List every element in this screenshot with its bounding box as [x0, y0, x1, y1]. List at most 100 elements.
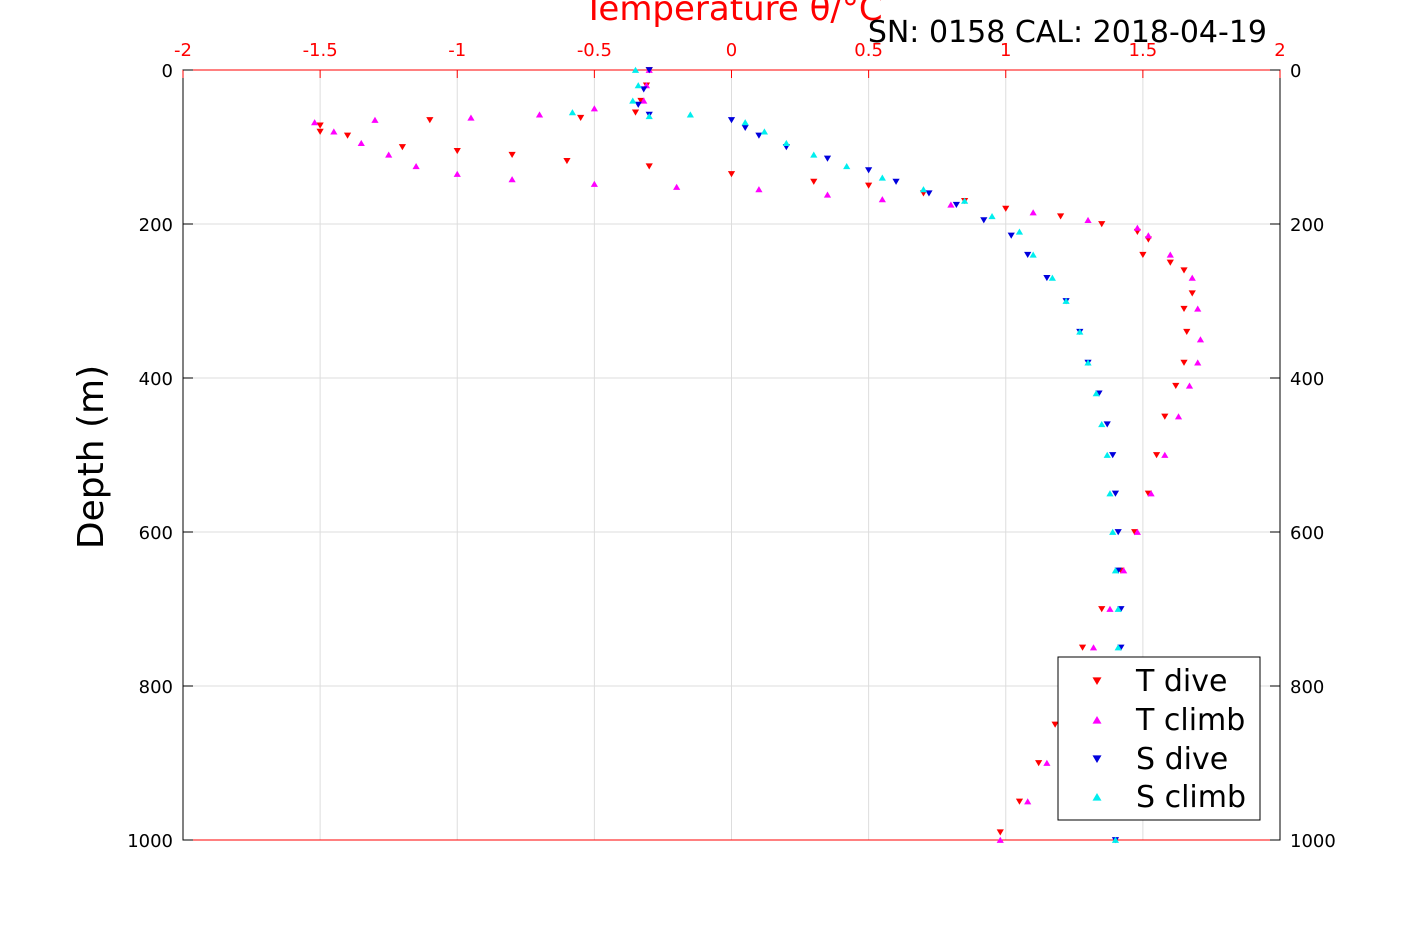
y-tick-labels-right: 0 200 400 600 800 1000 — [1270, 61, 1336, 852]
data-point — [568, 109, 577, 116]
data-point — [590, 180, 598, 187]
data-point — [1172, 382, 1180, 389]
y-tick-label-right: 200 — [1290, 215, 1324, 236]
data-point — [1174, 413, 1183, 420]
data-point — [1166, 259, 1174, 266]
data-point — [1111, 567, 1120, 574]
series-t-dive — [316, 67, 1196, 836]
data-point — [1109, 452, 1117, 459]
legend-marker — [1092, 677, 1102, 686]
data-point — [1180, 267, 1188, 274]
data-point — [508, 176, 516, 183]
data-point — [590, 105, 598, 112]
data-point — [645, 112, 653, 120]
legend-label: S climb — [1136, 780, 1246, 815]
data-point — [1035, 760, 1043, 767]
data-point — [755, 186, 763, 193]
data-point — [810, 178, 818, 185]
data-point — [1043, 759, 1051, 766]
data-point — [1029, 209, 1037, 216]
x-tick-label: 1.5 — [1129, 40, 1158, 61]
series-t-climb — [311, 66, 1205, 843]
data-point — [1103, 421, 1111, 428]
y-tick-label-right: 1000 — [1290, 831, 1336, 852]
data-point — [1111, 836, 1120, 843]
data-point — [673, 183, 681, 190]
x-tick-label: -0.5 — [577, 40, 612, 61]
data-point — [1098, 221, 1106, 228]
data-point — [1183, 328, 1191, 336]
legend-marker — [1092, 755, 1102, 764]
data-point — [1180, 305, 1188, 312]
data-point — [1043, 275, 1051, 282]
data-point — [1144, 232, 1152, 239]
data-point — [1007, 232, 1015, 239]
data-point — [1078, 644, 1087, 651]
y-tick-label-left: 600 — [139, 523, 173, 544]
data-point — [640, 97, 648, 104]
data-point — [782, 139, 790, 147]
data-point — [727, 171, 736, 178]
data-point — [1133, 224, 1141, 231]
data-point — [1180, 359, 1188, 366]
data-point — [988, 213, 996, 220]
data-point — [426, 117, 434, 124]
data-point — [727, 117, 736, 124]
data-point — [1024, 251, 1032, 259]
data-point — [311, 119, 319, 126]
data-point — [980, 217, 988, 224]
data-point — [1051, 721, 1059, 728]
data-point — [1111, 490, 1120, 497]
data-point — [892, 178, 900, 185]
data-point — [865, 167, 873, 174]
data-point — [996, 829, 1004, 836]
y-tick-label-right: 800 — [1290, 677, 1324, 698]
data-point — [634, 82, 642, 89]
data-point — [1103, 451, 1111, 458]
y-axis-label: Depth (m) — [71, 365, 112, 549]
data-point — [631, 66, 640, 73]
data-point — [1194, 305, 1202, 312]
data-point — [1015, 228, 1024, 235]
data-point — [1161, 413, 1169, 420]
data-point — [810, 151, 818, 158]
series-s-dive — [634, 67, 1125, 844]
data-point — [996, 836, 1004, 843]
x-tick-label: 2 — [1274, 40, 1285, 61]
data-point — [1057, 213, 1065, 220]
data-point — [1109, 528, 1117, 535]
data-point — [577, 114, 585, 121]
x-tick-labels: -2 -1.5 -1 -0.5 0 0.5 1 1.5 2 — [174, 40, 1286, 78]
data-point — [1114, 644, 1122, 651]
data-point — [1114, 605, 1122, 612]
data-point — [865, 182, 873, 189]
data-point — [1194, 359, 1202, 366]
legend-label: T dive — [1135, 664, 1227, 699]
legend-marker — [1092, 715, 1102, 724]
data-point — [629, 97, 637, 104]
data-point — [1062, 297, 1070, 304]
data-point — [1089, 644, 1098, 651]
data-point — [640, 86, 648, 93]
data-point — [1196, 336, 1205, 343]
x-tick-label: -1 — [448, 40, 466, 61]
data-point — [330, 128, 338, 135]
data-point — [961, 197, 969, 204]
data-point — [1133, 528, 1141, 535]
legend-label: T climb — [1135, 703, 1245, 738]
data-point — [316, 122, 324, 129]
data-point — [1015, 798, 1024, 805]
data-point — [631, 109, 640, 116]
series-s-climb — [568, 66, 1122, 843]
data-point — [741, 124, 749, 131]
data-point — [1147, 490, 1155, 497]
data-point — [1024, 798, 1032, 805]
y-tick-label-left: 800 — [139, 677, 173, 698]
series-layer — [311, 66, 1205, 844]
data-point — [823, 191, 832, 198]
legend-marker — [1092, 792, 1102, 801]
legend-box — [1057, 656, 1261, 821]
data-point — [634, 101, 642, 108]
data-point — [1098, 606, 1106, 613]
